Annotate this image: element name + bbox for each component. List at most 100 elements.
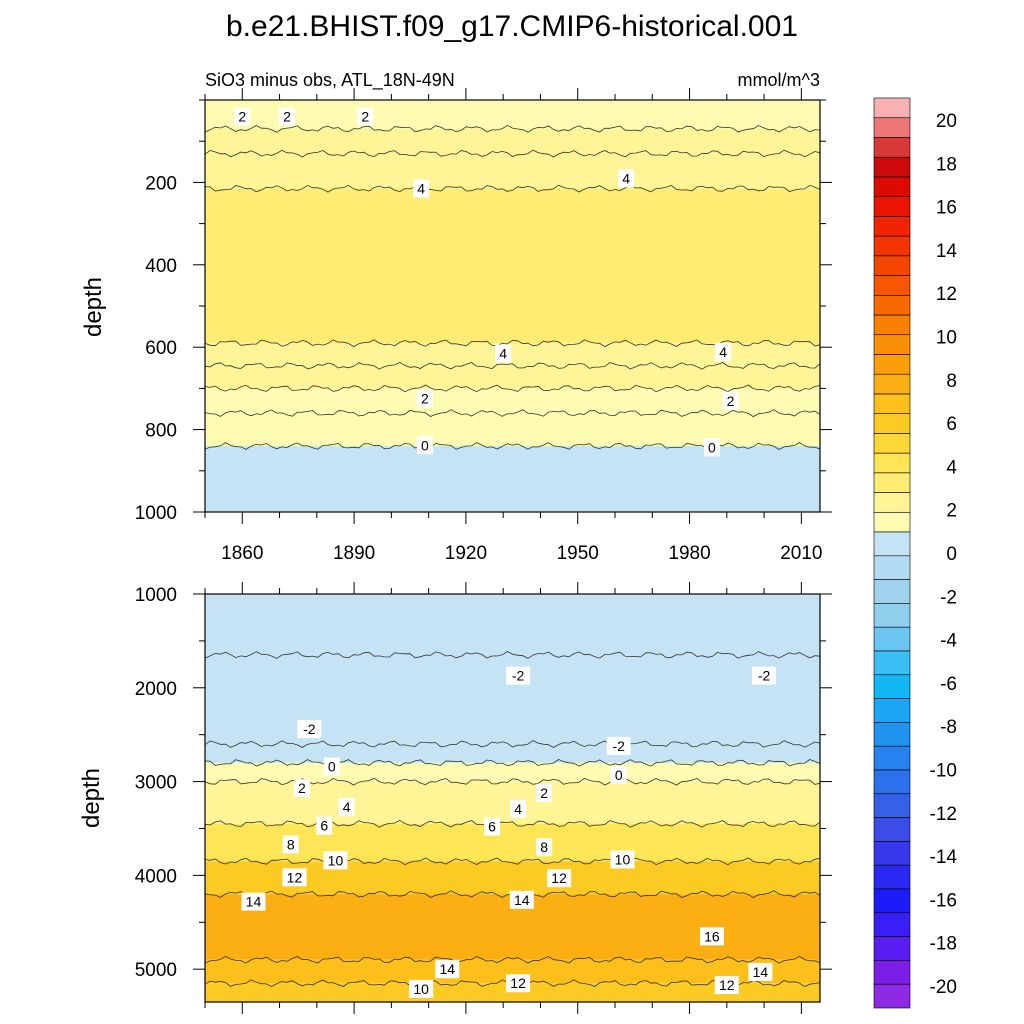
top-panel: SiO3 minus obs, ATL_18N-49N mmol/m^3 2 2 2…	[80, 70, 832, 564]
bottom-contour-label: 8	[540, 839, 548, 855]
bottom-contour-label: 0	[615, 767, 623, 783]
colorbar-tick-label: 14	[936, 241, 958, 262]
colorbar-tick-label: -2	[940, 587, 957, 608]
top-contour-band-1	[205, 128, 820, 154]
colorbar-swatch	[873, 555, 911, 580]
colorbar-swatch	[873, 176, 911, 197]
colorbar-swatch	[873, 626, 911, 652]
top-contour-label: 2	[727, 393, 735, 409]
colorbar-swatch	[873, 472, 911, 493]
top-contour-line-3	[205, 184, 820, 193]
bottom-contour-label: 6	[320, 818, 328, 834]
bottom-contour-label-bg	[435, 960, 460, 979]
bottom-contour-label: 14	[514, 892, 530, 908]
top-contour-label-bg	[618, 169, 635, 188]
top-contour-line-1	[205, 124, 820, 133]
colorbar-tick-label: 12	[936, 284, 957, 305]
colorbar-swatch	[873, 97, 911, 119]
bottom-y-tick-label: 3000	[135, 773, 177, 794]
top-contour-line-7	[205, 409, 820, 418]
bottom-contour-band-2	[205, 744, 820, 763]
top-contour-label: 2	[421, 391, 429, 407]
colorbar-swatch	[873, 674, 911, 699]
top-contour-band-0	[205, 100, 820, 129]
top-contour-line-5	[205, 361, 820, 370]
bottom-contour-label: 2	[540, 785, 548, 801]
top-x-tick-label: 2010	[780, 543, 822, 564]
top-y-tick-label: 600	[145, 338, 177, 359]
colorbar: 20181614121086420-2-4-6-8-10-12-14-16-18…	[873, 97, 958, 1009]
colorbar-tick-label: -12	[930, 804, 957, 825]
colorbar-swatch	[873, 650, 911, 676]
top-panel-units: mmol/m^3	[738, 70, 820, 90]
colorbar-tick-label: 10	[936, 328, 957, 349]
top-contour-band-7	[205, 413, 820, 447]
colorbar-swatch	[873, 793, 911, 818]
bottom-contour-label-bg	[282, 868, 307, 887]
colorbar-tick-label: 16	[936, 198, 957, 219]
colorbar-swatch	[873, 393, 911, 414]
bottom-contour-label: 16	[704, 928, 720, 944]
bottom-plot-frame	[204, 593, 821, 1003]
colorbar-tick-label: -20	[930, 977, 957, 998]
colorbar-tick-label: 6	[946, 414, 957, 435]
colorbar-swatch	[873, 413, 911, 434]
bottom-contour-label-bg	[338, 797, 355, 816]
bottom-contour-label-bg	[748, 962, 773, 981]
top-contour-label-bg	[495, 344, 512, 363]
top-contour-band-5	[205, 365, 820, 389]
top-contour-label: 2	[238, 108, 246, 124]
top-contour-label: 4	[622, 170, 630, 186]
colorbar-tick-label: -6	[940, 674, 957, 695]
colorbar-swatch	[873, 275, 911, 296]
bottom-contour-label-bg	[536, 838, 553, 857]
bottom-contour-label-bg	[409, 979, 434, 998]
colorbar-swatch	[873, 603, 911, 628]
bottom-contour-label-bg	[323, 757, 340, 776]
bottom-contour-line-6	[205, 857, 820, 866]
bottom-contour-line-5	[205, 819, 820, 828]
bottom-contour-band-9	[205, 983, 820, 1002]
colorbar-tick-label: -4	[940, 631, 957, 652]
bottom-contour-label-bg	[484, 817, 500, 836]
top-panel-subtitle: SiO3 minus obs, ATL_18N-49N	[205, 70, 455, 91]
top-contour-label: 4	[417, 181, 425, 197]
colorbar-swatch	[873, 531, 911, 557]
colorbar-swatch	[873, 314, 911, 336]
bottom-contour-label: 0	[328, 759, 336, 775]
colorbar-swatch	[873, 722, 911, 747]
bottom-contour-label: 10	[615, 851, 631, 867]
colorbar-swatch	[873, 912, 911, 937]
top-contour-label: 4	[719, 344, 727, 360]
top-x-tick-label: 1860	[221, 543, 263, 564]
colorbar-tick-label: -14	[930, 847, 958, 868]
colorbar-tick-label: -10	[930, 761, 957, 782]
top-x-tick-label: 1920	[445, 543, 487, 564]
bottom-contour-label: 12	[719, 977, 735, 993]
bottom-y-axis-label: depth	[78, 768, 105, 828]
colorbar-swatch	[873, 433, 911, 454]
colorbar-swatch	[873, 983, 911, 1009]
colorbar-swatch	[873, 698, 911, 723]
bottom-contour-label-bg	[293, 779, 310, 798]
top-contour-label-bg	[234, 107, 251, 126]
colorbar-swatch	[873, 888, 911, 914]
top-contour-label-bg	[413, 179, 430, 198]
top-y-tick-label: 400	[145, 256, 177, 277]
top-contour-band-6	[205, 388, 820, 414]
bottom-contour-label: 8	[287, 836, 295, 852]
bottom-contour-label-bg	[699, 927, 724, 946]
top-contour-label-bg	[279, 107, 295, 126]
top-contour-label-bg	[357, 107, 374, 126]
top-contour-label: 2	[361, 108, 369, 124]
top-contour-label: 4	[499, 345, 507, 361]
bottom-contour-label: -2	[512, 668, 525, 684]
bottom-contour-label-bg	[606, 736, 631, 755]
top-contour-label-bg	[703, 438, 720, 457]
top-contour-label: 0	[421, 437, 429, 453]
colorbar-swatch	[873, 354, 911, 375]
bottom-contour-label-bg	[282, 835, 299, 854]
